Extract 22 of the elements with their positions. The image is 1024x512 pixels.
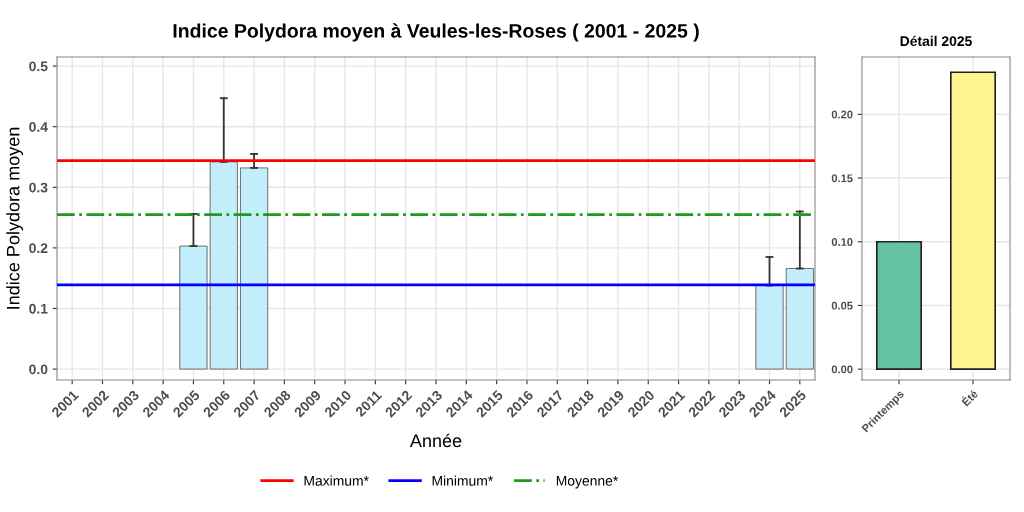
y-tick-label: 0.10 <box>831 238 853 246</box>
bar <box>240 167 269 370</box>
legend-label: Moyenne* <box>556 476 619 489</box>
y-tick-label: 0.5 <box>29 61 48 72</box>
y-tick-label: 0.05 <box>831 301 853 310</box>
y-axis-title: Indice Polydora moyen <box>6 127 24 309</box>
chart-title: Détail 2025 <box>900 35 972 47</box>
y-tick-label: 0.2 <box>29 243 48 254</box>
x-axis-title: Année <box>409 433 462 448</box>
y-tick-label: 0.3 <box>29 182 48 193</box>
y-tick-label: 0.20 <box>831 110 853 119</box>
y-tick-label: 0.15 <box>831 174 853 183</box>
y-tick-label: 0.1 <box>29 303 48 314</box>
y-tick-label: 0.00 <box>831 365 853 374</box>
y-tick-label: 0.0 <box>29 364 48 375</box>
chart-title: Indice Polydora moyen à Veules-les-Roses ( 2001 - 2025 ) <box>173 23 699 42</box>
y-tick-label: 0.4 <box>29 122 48 132</box>
legend-label: Minimum* <box>432 475 494 486</box>
bar <box>755 285 784 370</box>
x-tick-label: Été <box>960 388 979 407</box>
legend-label: Maximum* <box>304 475 369 486</box>
bar <box>785 268 814 370</box>
